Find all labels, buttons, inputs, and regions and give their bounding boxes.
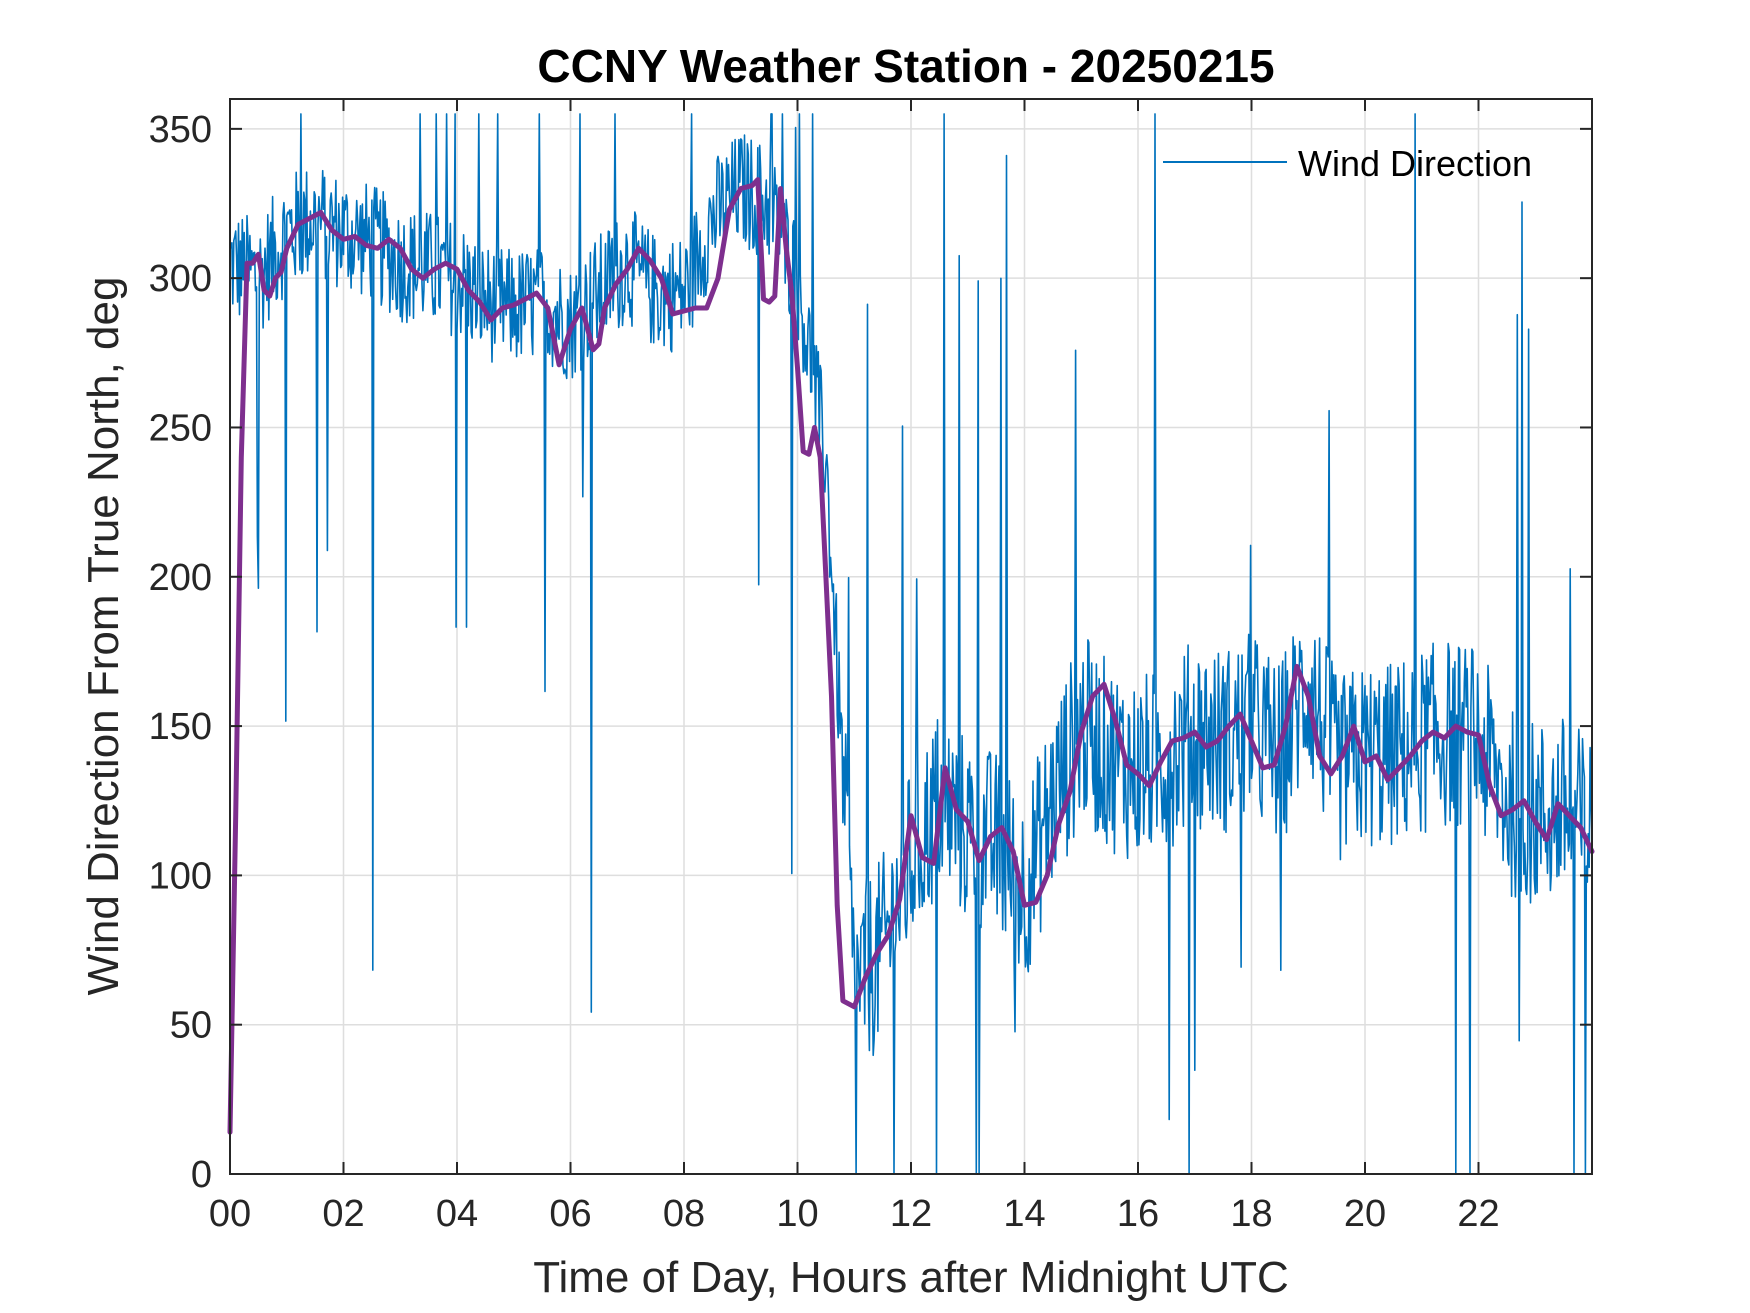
x-tick-label: 08 (663, 1193, 705, 1235)
y-axis-label: Wind Direction From True North, deg (79, 277, 128, 996)
x-tick-labels: 00 02 04 06 08 10 12 14 16 18 20 22 (209, 1193, 1500, 1235)
x-tick-label: 20 (1344, 1193, 1386, 1235)
series-line-moving-average (227, 177, 1595, 1135)
x-tick-label: 06 (549, 1193, 591, 1235)
y-tick-label: 250 (149, 407, 212, 449)
y-tick-label: 200 (149, 557, 212, 599)
ticks (229, 99, 1592, 1175)
y-tick-label: 100 (149, 855, 212, 897)
x-tick-label: 10 (776, 1193, 818, 1235)
y-tick-label: 150 (149, 706, 212, 748)
chart-title: CCNY Weather Station - 20250215 (537, 40, 1274, 92)
y-tick-label: 300 (149, 258, 212, 300)
y-tick-label: 350 (149, 109, 212, 151)
x-tick-label: 02 (322, 1193, 364, 1235)
x-tick-label: 14 (1003, 1193, 1045, 1235)
x-tick-label: 22 (1457, 1193, 1499, 1235)
x-tick-label: 16 (1117, 1193, 1159, 1235)
series-line-wind-direction (229, 113, 1593, 1175)
x-tick-label: 12 (890, 1193, 932, 1235)
x-tick-label: 04 (436, 1193, 478, 1235)
x-axis-label: Time of Day, Hours after Midnight UTC (533, 1253, 1289, 1302)
y-tick-labels: 0 50 100 150 200 250 300 350 (149, 109, 212, 1196)
legend: Wind Direction (1163, 143, 1532, 184)
y-tick-label: 50 (170, 1005, 212, 1047)
series-layer (227, 113, 1595, 1175)
x-tick-label: 18 (1230, 1193, 1272, 1235)
legend-label-wind-direction: Wind Direction (1298, 143, 1532, 184)
y-tick-label: 0 (191, 1154, 212, 1196)
x-tick-label: 00 (209, 1193, 251, 1235)
